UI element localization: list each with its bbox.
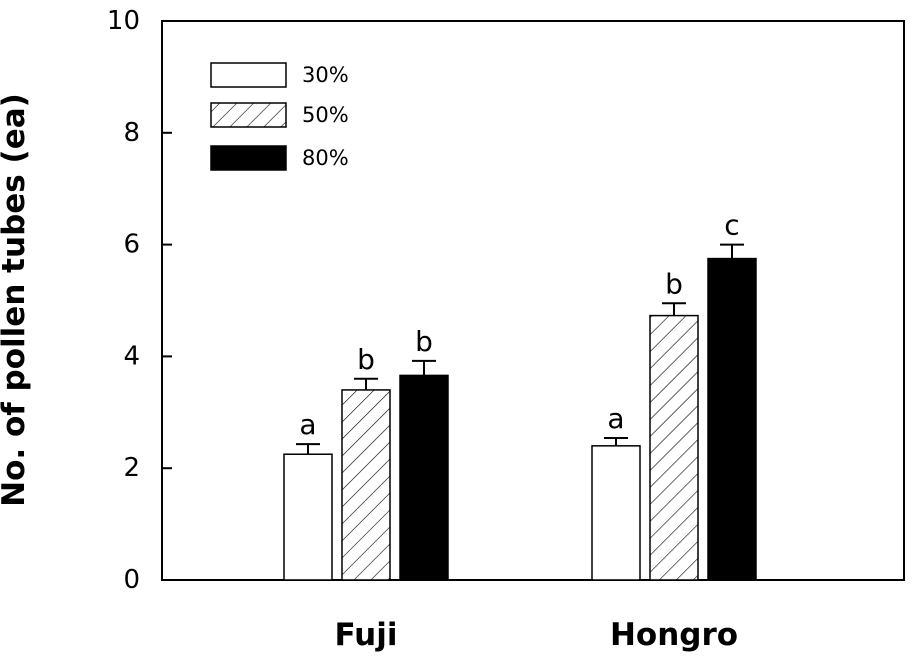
x-category-label-0: Fuji — [335, 617, 398, 653]
significance-letter-fuji-0: a — [299, 408, 316, 441]
bar-fuji-2 — [399, 374, 449, 581]
legend-label-1: 50% — [302, 103, 349, 127]
y-tick-label-3: 6 — [123, 230, 140, 260]
bar-hongro-2 — [707, 257, 757, 581]
significance-letter-hongro-2: c — [724, 209, 739, 242]
x-category-label-1: Hongro — [610, 617, 738, 653]
y-tick-label-2: 4 — [123, 341, 140, 371]
legend-swatch-1 — [210, 102, 287, 128]
significance-letter-fuji-2: b — [415, 325, 433, 358]
bar-hongro-1 — [649, 314, 699, 581]
bar-fuji-0 — [283, 453, 333, 581]
significance-letter-hongro-0: a — [607, 402, 624, 435]
y-tick-label-0: 0 — [123, 565, 140, 595]
bar-hongro-0 — [591, 445, 641, 581]
legend-swatch-0 — [210, 62, 287, 88]
y-tick-label-5: 10 — [107, 6, 140, 36]
bars-group: a b b a b c — [283, 209, 757, 581]
y-tick-label-4: 8 — [123, 118, 140, 148]
legend-label-0: 30% — [302, 63, 349, 87]
legend-label-2: 80% — [302, 146, 349, 170]
y-axis-title: No. of pollen tubes (ea) — [0, 93, 32, 507]
significance-letter-fuji-1: b — [357, 343, 375, 376]
significance-letter-hongro-1: b — [665, 267, 683, 300]
legend: 30% 50% 80% — [210, 62, 349, 171]
plot-frame — [161, 20, 905, 581]
y-axis: 0 2 4 6 8 10 — [107, 6, 172, 595]
legend-swatch-2 — [210, 145, 287, 171]
x-axis: Fuji Hongro — [335, 617, 739, 653]
bar-fuji-1 — [341, 389, 391, 581]
y-tick-label-1: 2 — [123, 453, 140, 483]
